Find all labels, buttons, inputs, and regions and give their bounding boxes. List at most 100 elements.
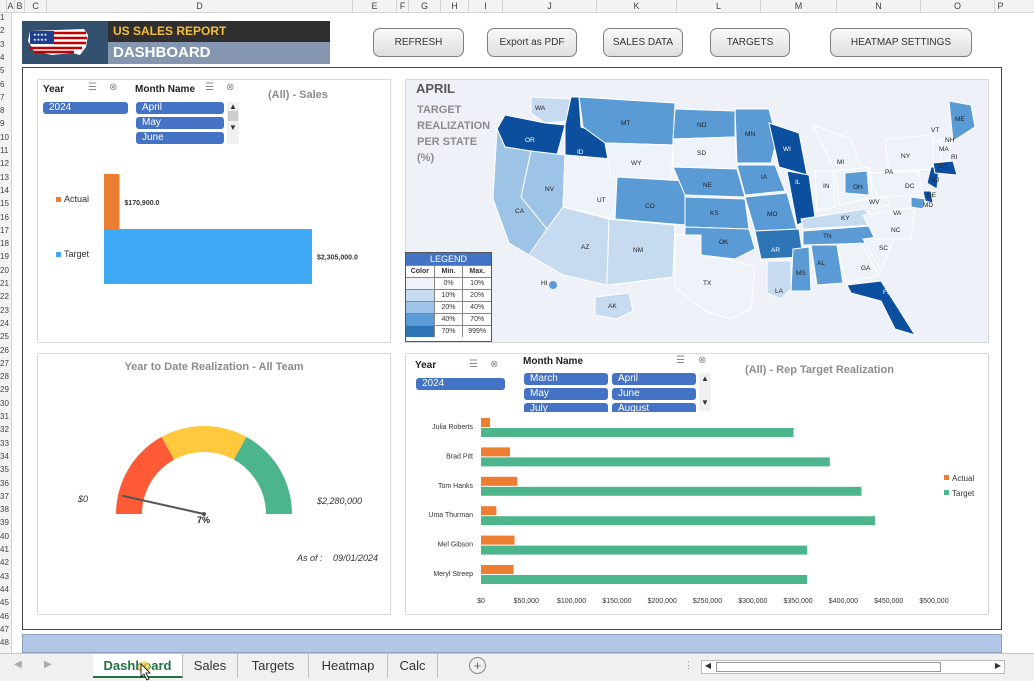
row-header[interactable]: 24	[0, 318, 9, 328]
row-header[interactable]: 17	[0, 225, 9, 235]
row-header[interactable]: 3	[0, 39, 5, 49]
row-header[interactable]: 28	[0, 372, 9, 382]
row-header[interactable]: 7	[0, 92, 5, 102]
column-header[interactable]: L	[676, 0, 760, 13]
tab-splitter-icon[interactable]: ⋮	[684, 660, 693, 670]
row-header[interactable]: 22	[0, 292, 9, 302]
row-header[interactable]: 14	[0, 185, 9, 195]
column-header[interactable]: P	[994, 0, 1006, 13]
row-header[interactable]: 21	[0, 279, 9, 288]
row-header[interactable]: 31	[0, 412, 9, 421]
row-header[interactable]: 13	[0, 172, 9, 182]
row-header[interactable]: 18	[0, 239, 9, 249]
row-header[interactable]: 34	[0, 451, 9, 461]
multi-select-icon[interactable]: ☰	[88, 82, 97, 93]
column-header[interactable]: O	[920, 0, 994, 13]
column-header[interactable]: M	[760, 0, 836, 13]
column-header[interactable]: C	[24, 0, 46, 13]
row-header[interactable]: 8	[0, 106, 5, 116]
scroll-left-icon[interactable]: ◀	[704, 661, 712, 670]
row-header[interactable]: 16	[0, 212, 9, 222]
row-header[interactable]: 1	[0, 13, 5, 22]
rep-month-item[interactable]: April	[612, 373, 696, 385]
clear-filter-icon[interactable]: ⊗	[490, 359, 499, 370]
tab-calc[interactable]: Calc	[388, 654, 438, 678]
row-header[interactable]: 37	[0, 491, 9, 501]
row-header[interactable]: 39	[0, 518, 9, 528]
clear-filter-icon[interactable]: ⊗	[698, 355, 707, 366]
add-sheet-icon[interactable]: +	[469, 657, 486, 674]
targets-button[interactable]: TARGETS	[710, 28, 790, 57]
tab-targets[interactable]: Targets	[238, 654, 309, 678]
row-header[interactable]: 29	[0, 385, 9, 395]
row-header[interactable]: 38	[0, 505, 9, 515]
slicer-scrollbar[interactable]: ▲ ▼	[227, 102, 239, 144]
column-header[interactable]: J	[502, 0, 596, 13]
column-header[interactable]: F	[396, 0, 408, 13]
row-header[interactable]: 45	[0, 598, 9, 608]
row-header[interactable]: 23	[0, 305, 9, 315]
row-header[interactable]: 48	[0, 638, 9, 648]
row-header[interactable]: 43	[0, 571, 9, 581]
tab-scroll-right-icon[interactable]: ▶	[44, 659, 52, 670]
row-header[interactable]: 12	[0, 159, 9, 169]
horizontal-scrollbar[interactable]: ◀ ▶	[701, 660, 1005, 674]
refresh-button[interactable]: REFRESH	[373, 28, 464, 57]
row-header[interactable]: 19	[0, 252, 9, 262]
column-header[interactable]: E	[352, 0, 396, 13]
rep-month-item[interactable]: August	[612, 403, 696, 412]
column-header[interactable]: I	[468, 0, 502, 13]
row-header[interactable]: 27	[0, 358, 9, 368]
month-slicer-item[interactable]: June	[136, 132, 224, 144]
row-header[interactable]: 32	[0, 425, 9, 435]
row-header[interactable]: 9	[0, 119, 5, 129]
row-header[interactable]: 5	[0, 66, 5, 76]
row-header[interactable]: 42	[0, 558, 9, 568]
row-header[interactable]: 41	[0, 545, 9, 554]
row-header[interactable]: 10	[0, 132, 9, 142]
tab-heatmap[interactable]: Heatmap	[309, 654, 388, 678]
rep-month-item[interactable]: June	[612, 388, 696, 400]
row-header[interactable]: 30	[0, 398, 9, 408]
clear-filter-icon[interactable]: ⊗	[226, 82, 235, 93]
row-header[interactable]: 2	[0, 26, 5, 36]
row-header[interactable]: 6	[0, 79, 5, 89]
clear-filter-icon[interactable]: ⊗	[109, 82, 118, 93]
row-header[interactable]: 15	[0, 199, 9, 209]
tab-scroll-left-icon[interactable]: ◀	[14, 659, 22, 670]
row-header[interactable]: 25	[0, 332, 9, 342]
sales-data-button[interactable]: SALES DATA	[603, 28, 683, 57]
column-header[interactable]: B	[14, 0, 24, 13]
row-header[interactable]: 35	[0, 465, 9, 475]
month-slicer-item[interactable]: May	[136, 117, 224, 129]
row-header[interactable]: 36	[0, 478, 9, 488]
export-pdf-button[interactable]: Export as PDF	[487, 28, 577, 57]
rep-month-item[interactable]: May	[524, 388, 608, 400]
rep-year-slicer-item[interactable]: 2024	[416, 378, 505, 390]
multi-select-icon[interactable]: ☰	[205, 82, 214, 93]
tab-sales[interactable]: Sales	[183, 654, 238, 678]
row-header[interactable]: 33	[0, 438, 9, 448]
rep-slicer-scrollbar[interactable]: ▲ ▼	[699, 373, 711, 411]
column-header[interactable]: N	[836, 0, 920, 13]
rep-month-item[interactable]: July	[524, 403, 608, 412]
row-header[interactable]: 44	[0, 584, 9, 594]
month-slicer-item[interactable]: April	[136, 102, 224, 114]
row-header[interactable]: 26	[0, 345, 9, 355]
rep-month-item[interactable]: March	[524, 373, 608, 385]
heatmap-settings-button[interactable]: HEATMAP SETTINGS	[830, 28, 972, 57]
column-header[interactable]: G	[408, 0, 440, 13]
column-header[interactable]: A	[6, 0, 14, 13]
year-slicer-item[interactable]: 2024	[43, 102, 128, 114]
scroll-right-icon[interactable]: ▶	[994, 661, 1002, 670]
tab-dashboard[interactable]: Dashboard	[93, 654, 183, 678]
column-header[interactable]: H	[440, 0, 468, 13]
column-header[interactable]: K	[596, 0, 676, 13]
scrollbar-thumb[interactable]	[716, 662, 941, 672]
multi-select-icon[interactable]: ☰	[676, 355, 685, 366]
row-header[interactable]: 4	[0, 52, 5, 62]
column-header[interactable]: D	[46, 0, 352, 13]
row-header[interactable]: 20	[0, 265, 9, 275]
row-header[interactable]: 47	[0, 624, 9, 634]
multi-select-icon[interactable]: ☰	[469, 359, 478, 370]
